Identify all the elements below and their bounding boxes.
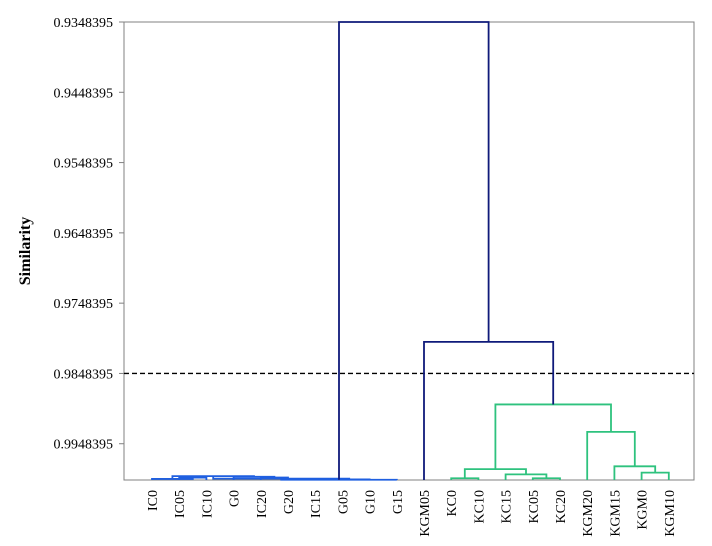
leaf-label: KC05 [527,490,542,523]
merge-link [423,340,555,480]
plot-frame [123,21,695,481]
leaf-label: KGM20 [581,490,596,537]
y-tick-label: 0.9748395 [54,297,114,312]
y-axis-title: Similarity [17,217,34,285]
leaf-label: G15 [391,490,406,514]
leaf-label: KC0 [445,490,460,516]
leaf-label: KC20 [554,490,569,523]
leaf-label: G20 [282,490,297,514]
merge-link [504,473,548,480]
leaf-labels: IC0 IC05 IC10 G0 IC20 G20 IC15 G05 G10 G15 KGM05 KC… [146,490,678,537]
leaf-label: IC15 [309,490,324,518]
leaf-label: G10 [364,490,379,514]
merge-link [640,471,670,480]
leaf-label: IC05 [173,490,188,518]
y-tick-label: 0.9848395 [54,367,114,382]
dendrogram-links [151,21,670,481]
leaf-label: KC10 [472,490,487,523]
merge-link [338,21,490,480]
merge-link [494,403,612,470]
leaf-label: G0 [228,490,243,507]
plot-border [123,21,695,481]
y-tick-label: 0.9348395 [54,16,114,31]
leaf-label: KGM05 [418,490,433,537]
leaf-label: IC10 [200,490,215,518]
y-axis-ticks: 0.9348395 0.9448395 0.9548395 0.9648395 0.97… [54,16,124,453]
y-tick-label: 0.9948395 [54,438,114,453]
leaf-label: KGM10 [663,490,678,537]
leaf-label: KC15 [500,490,515,523]
y-tick-label: 0.9648395 [54,227,114,242]
y-tick-label: 0.9448395 [54,86,114,101]
y-tick-label: 0.9548395 [54,157,114,172]
leaf-label: IC0 [146,490,161,511]
leaf-label: KGM0 [636,490,651,530]
leaf-label: G05 [336,490,351,514]
leaf-label: IC20 [255,490,270,518]
leaf-label: KGM15 [608,490,623,537]
merge-link [586,430,636,480]
